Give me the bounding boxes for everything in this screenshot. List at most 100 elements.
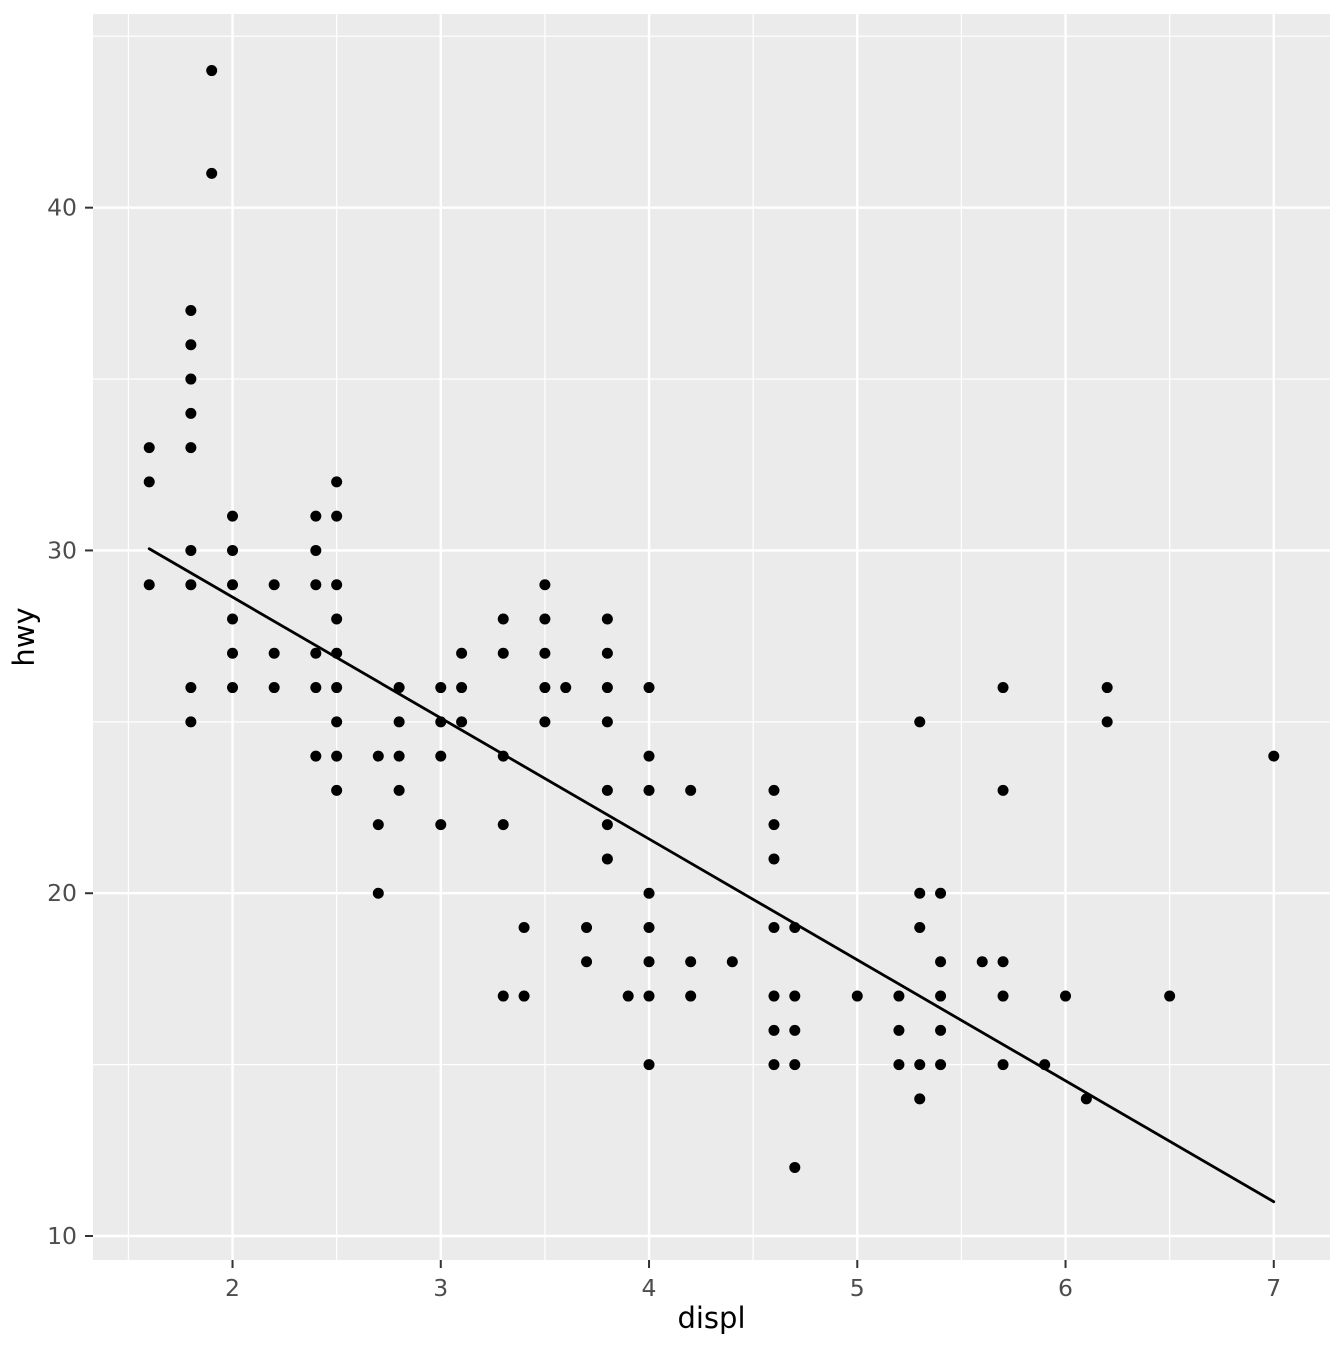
gridline-layer (93, 14, 1330, 1260)
data-point (643, 922, 655, 934)
data-point (185, 339, 197, 351)
plot-panel (93, 14, 1330, 1260)
data-point (768, 990, 780, 1002)
data-point (893, 990, 905, 1002)
data-point (185, 716, 197, 728)
data-point (685, 784, 697, 796)
data-point (227, 682, 239, 694)
data-point (997, 682, 1009, 694)
data-point (893, 1024, 905, 1036)
x-tick-label: 4 (642, 1274, 657, 1302)
data-point (601, 784, 613, 796)
data-point (789, 1024, 801, 1036)
data-point (768, 1024, 780, 1036)
data-point (497, 819, 509, 831)
data-point (997, 956, 1009, 968)
data-point (601, 853, 613, 865)
data-point (185, 682, 197, 694)
data-point (601, 682, 613, 694)
data-point (685, 956, 697, 968)
data-point (143, 579, 155, 591)
plot-panel-layer (93, 14, 1330, 1260)
data-point (768, 922, 780, 934)
data-point (914, 716, 926, 728)
data-point (268, 647, 280, 659)
data-point (227, 579, 239, 591)
data-point (497, 750, 509, 762)
y-tick-label: 30 (47, 536, 77, 564)
data-point (935, 887, 947, 899)
data-point (726, 956, 738, 968)
data-point (227, 544, 239, 556)
data-point (643, 1059, 655, 1071)
axis-layer: 2 3 4 5 6 7 10 20 30 40 (47, 194, 1281, 1302)
data-point (601, 819, 613, 831)
data-layer (143, 65, 1280, 1204)
data-point (1060, 990, 1072, 1002)
data-point (456, 716, 468, 728)
data-point (456, 682, 468, 694)
data-point (268, 579, 280, 591)
data-point (331, 647, 343, 659)
data-point (143, 442, 155, 454)
data-point (372, 819, 384, 831)
data-point (497, 613, 509, 625)
data-point (185, 579, 197, 591)
data-point (393, 682, 405, 694)
data-point (935, 990, 947, 1002)
data-point (310, 682, 322, 694)
x-tick-label: 2 (225, 1274, 240, 1302)
data-point (601, 613, 613, 625)
data-point (435, 682, 447, 694)
y-tick-label: 20 (47, 879, 77, 907)
data-point (227, 510, 239, 522)
data-point (497, 990, 509, 1002)
data-point (643, 784, 655, 796)
data-point (143, 476, 155, 488)
data-point (435, 819, 447, 831)
data-point (1101, 716, 1113, 728)
data-point (643, 887, 655, 899)
data-point (789, 922, 801, 934)
data-point (1268, 750, 1280, 762)
data-point (560, 682, 572, 694)
data-point (518, 990, 530, 1002)
data-point (643, 990, 655, 1002)
data-point (331, 716, 343, 728)
data-point (935, 956, 947, 968)
data-point (643, 750, 655, 762)
data-point (518, 922, 530, 934)
data-point (622, 990, 634, 1002)
data-point (372, 750, 384, 762)
data-point (185, 305, 197, 317)
data-point (310, 579, 322, 591)
data-point (185, 373, 197, 385)
data-point (539, 613, 551, 625)
data-point (310, 750, 322, 762)
x-axis-title: displ (677, 1301, 745, 1335)
data-point (935, 1024, 947, 1036)
data-point (393, 784, 405, 796)
data-point (331, 579, 343, 591)
x-tick-label: 6 (1058, 1274, 1073, 1302)
data-point (768, 784, 780, 796)
data-point (1039, 1059, 1051, 1071)
data-point (643, 682, 655, 694)
data-point (497, 647, 509, 659)
data-point (976, 956, 988, 968)
data-point (1164, 990, 1176, 1002)
data-point (435, 750, 447, 762)
data-point (914, 1059, 926, 1071)
data-point (185, 442, 197, 454)
data-point (789, 1059, 801, 1071)
data-point (456, 647, 468, 659)
y-tick-label: 40 (47, 194, 77, 222)
data-point (227, 613, 239, 625)
data-point (393, 750, 405, 762)
data-point (601, 647, 613, 659)
data-point (539, 647, 551, 659)
data-point (393, 716, 405, 728)
data-point (768, 819, 780, 831)
